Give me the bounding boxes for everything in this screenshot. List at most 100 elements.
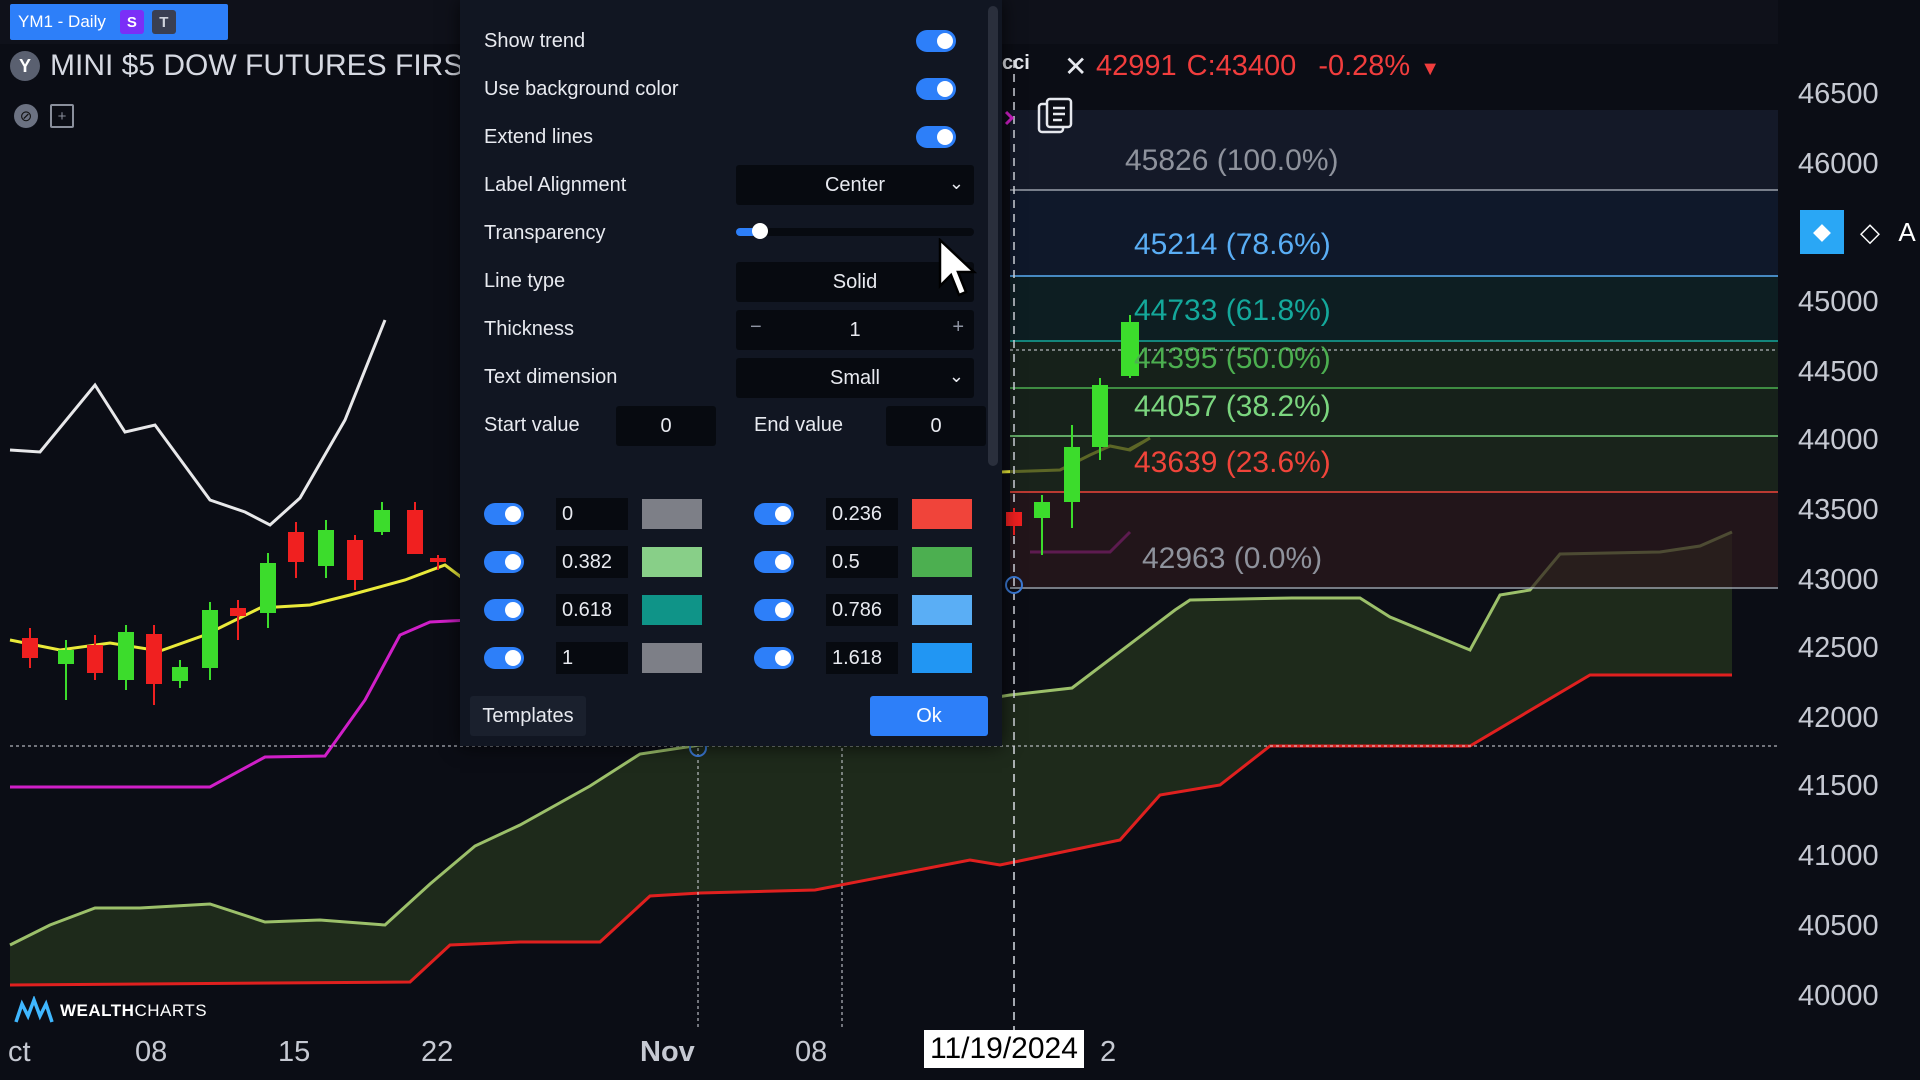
price-axis[interactable] (1778, 0, 1920, 1080)
x-tick: 2 (1100, 1036, 1117, 1068)
y-tick: 46000 (1798, 148, 1879, 180)
level-color-swatch[interactable] (642, 499, 702, 529)
y-tick: 44500 (1798, 356, 1879, 388)
fib-label-0: 42963 (0.0%) (1142, 542, 1323, 575)
symbol-tab[interactable]: YM1 - Daily S T (10, 4, 228, 40)
text-tool-icon[interactable]: A (1898, 216, 1916, 247)
use-bg-toggle[interactable] (916, 78, 956, 100)
level-toggle[interactable] (484, 647, 524, 669)
crosshair-date: 11/19/2024 (924, 1030, 1084, 1068)
chart-controls: ⊘ + (14, 104, 74, 128)
fib-label-50: 44395 (50.0%) (1134, 342, 1331, 375)
chart-title: Y MINI $5 DOW FUTURES FIRS (10, 48, 463, 84)
fib-label-38-2: 44057 (38.2%) (1134, 390, 1331, 423)
copy-icon[interactable] (1030, 92, 1080, 140)
end-value-input[interactable]: 0 (886, 406, 986, 446)
x-tick: 15 (278, 1036, 311, 1068)
tool-name-tail: cci (1002, 52, 1030, 74)
transparency-handle[interactable] (752, 223, 768, 239)
level-toggle[interactable] (754, 503, 794, 525)
text-dimension-value: Small (829, 366, 880, 389)
level-value[interactable]: 1 (556, 642, 628, 674)
y-tick: 40500 (1798, 910, 1879, 942)
wealthcharts-logo-icon (14, 996, 54, 1023)
thickness-stepper[interactable]: − 1 + (736, 310, 974, 350)
level-toggle[interactable] (754, 551, 794, 573)
thickness-label: Thickness (484, 318, 575, 340)
add-icon[interactable]: + (50, 104, 74, 128)
s-badge[interactable]: S (119, 10, 144, 34)
level-color-swatch[interactable] (912, 547, 972, 577)
logo-wealth: WEALTH (60, 1001, 135, 1020)
level-value[interactable]: 0.382 (556, 546, 628, 578)
line-type-label: Line type (484, 270, 566, 292)
chevron-down-icon: ⌄ (948, 366, 964, 386)
instrument-name: MINI $5 DOW FUTURES FIRS (50, 49, 464, 82)
fibonacci-settings-dialog: Show trend Use background color Extend l… (460, 0, 1002, 746)
t-badge[interactable]: T (151, 10, 176, 34)
end-value-label: End value (754, 414, 843, 436)
chevron-down-icon: ⌄ (948, 173, 964, 193)
level-value[interactable]: 0.236 (826, 498, 898, 530)
level-toggle[interactable] (484, 599, 524, 621)
remove-tool-icon[interactable]: ✕ (1064, 51, 1088, 82)
level-color-swatch[interactable] (642, 595, 702, 625)
level-value[interactable]: 0.5 (826, 546, 898, 578)
mouse-cursor-icon (938, 238, 978, 297)
fib-label-61-8: 44733 (61.8%) (1134, 294, 1331, 327)
transparency-label: Transparency (484, 222, 606, 244)
extend-lines-label: Extend lines (484, 126, 593, 148)
level-value[interactable]: 0.786 (826, 594, 898, 626)
price-value: 42991 (1096, 50, 1177, 82)
fib-label-23-6: 43639 (23.6%) (1134, 446, 1331, 479)
level-color-swatch[interactable] (912, 595, 972, 625)
line-type-select[interactable]: Solid (736, 262, 974, 302)
show-trend-toggle[interactable] (916, 30, 956, 52)
y-tick: 42500 (1798, 632, 1879, 664)
extend-lines-toggle[interactable] (916, 126, 956, 148)
start-value-label: Start value (484, 414, 580, 436)
y-tick: 41000 (1798, 840, 1879, 872)
label-alignment-select[interactable]: Center ⌄ (736, 165, 974, 205)
level-color-swatch[interactable] (912, 499, 972, 529)
level-color-swatch[interactable] (642, 547, 702, 577)
level-toggle[interactable] (484, 503, 524, 525)
level-toggle[interactable] (484, 551, 524, 573)
level-value[interactable]: 1.618 (826, 642, 898, 674)
y-tick: 41500 (1798, 770, 1879, 802)
dialog-scrollbar[interactable] (988, 6, 998, 466)
plus-icon[interactable]: + (952, 316, 964, 338)
logo-charts: CHARTS (134, 1001, 208, 1020)
level-toggle[interactable] (754, 599, 794, 621)
start-value-input[interactable]: 0 (616, 406, 716, 446)
text-dimension-select[interactable]: Small ⌄ (736, 358, 974, 398)
y-tick: 42000 (1798, 702, 1879, 734)
level-value[interactable]: 0 (556, 498, 628, 530)
y-tick: 44000 (1798, 424, 1879, 456)
close-value: C:43400 (1186, 50, 1297, 82)
y-tick: 45000 (1798, 286, 1879, 318)
minus-icon[interactable]: − (750, 316, 762, 338)
y-tick: 43500 (1798, 494, 1879, 526)
level-toggle[interactable] (754, 647, 794, 669)
level-value[interactable]: 0.618 (556, 594, 628, 626)
x-tick: 08 (795, 1036, 828, 1068)
level-color-swatch[interactable] (912, 643, 972, 673)
x-tick: ct (8, 1036, 31, 1068)
transparency-slider[interactable] (736, 223, 974, 239)
wealthcharts-logo: WEALTHCHARTS (14, 996, 207, 1026)
fib-label-78-6: 45214 (78.6%) (1134, 228, 1331, 261)
symbol-badge: Y (10, 51, 40, 81)
eye-off-icon[interactable]: ⊘ (14, 104, 38, 128)
ohlc-readout: 42991 C:43400 -0.28% ▼ (1096, 50, 1440, 83)
level-color-swatch[interactable] (642, 643, 702, 673)
templates-button[interactable]: Templates (470, 696, 586, 736)
tag-tool-icon[interactable]: ⬥ (1800, 210, 1844, 254)
use-bg-label: Use background color (484, 78, 679, 100)
show-trend-label: Show trend (484, 30, 586, 52)
ok-button[interactable]: Ok (870, 696, 988, 736)
text-dimension-label: Text dimension (484, 366, 618, 388)
tag-outline-icon[interactable]: ◇ (1860, 216, 1880, 247)
symbol-tab-label: YM1 - Daily (18, 12, 106, 31)
line-type-value: Solid (832, 270, 878, 293)
